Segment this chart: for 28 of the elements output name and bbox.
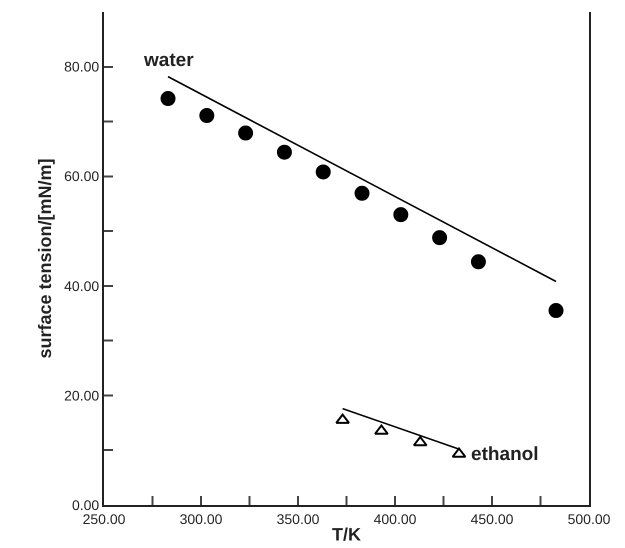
x-tick-label: 250.00 <box>82 510 126 527</box>
x-tick-label: 400.00 <box>374 510 417 527</box>
point <box>335 414 350 424</box>
point <box>374 424 389 435</box>
y-tick-label: 0.00 <box>72 496 100 513</box>
point <box>276 144 292 160</box>
point <box>160 91 176 106</box>
x-tick-label: 500.00 <box>568 510 611 527</box>
y-tick-label: 20.00 <box>64 387 100 404</box>
annotation: water <box>143 50 194 71</box>
x-axis-title: T/K <box>332 524 361 544</box>
point <box>432 230 448 246</box>
annotation: ethanol <box>471 444 539 465</box>
x-tick-label: 350.00 <box>276 510 320 527</box>
point <box>238 126 254 141</box>
y-tick-label: 40.00 <box>64 278 100 294</box>
x-tick-label: 450.00 <box>470 510 514 527</box>
point <box>393 207 408 222</box>
point <box>470 254 486 270</box>
point <box>548 303 564 318</box>
point <box>354 186 370 201</box>
point <box>452 448 466 458</box>
y-tick-label: 80.00 <box>64 58 100 75</box>
point <box>316 164 331 180</box>
y-axis-title: surface tension/[mN/m] <box>34 158 55 359</box>
x-tick-label: 300.00 <box>180 510 223 527</box>
y-tick-label: 60.00 <box>64 168 100 184</box>
point <box>199 108 214 124</box>
